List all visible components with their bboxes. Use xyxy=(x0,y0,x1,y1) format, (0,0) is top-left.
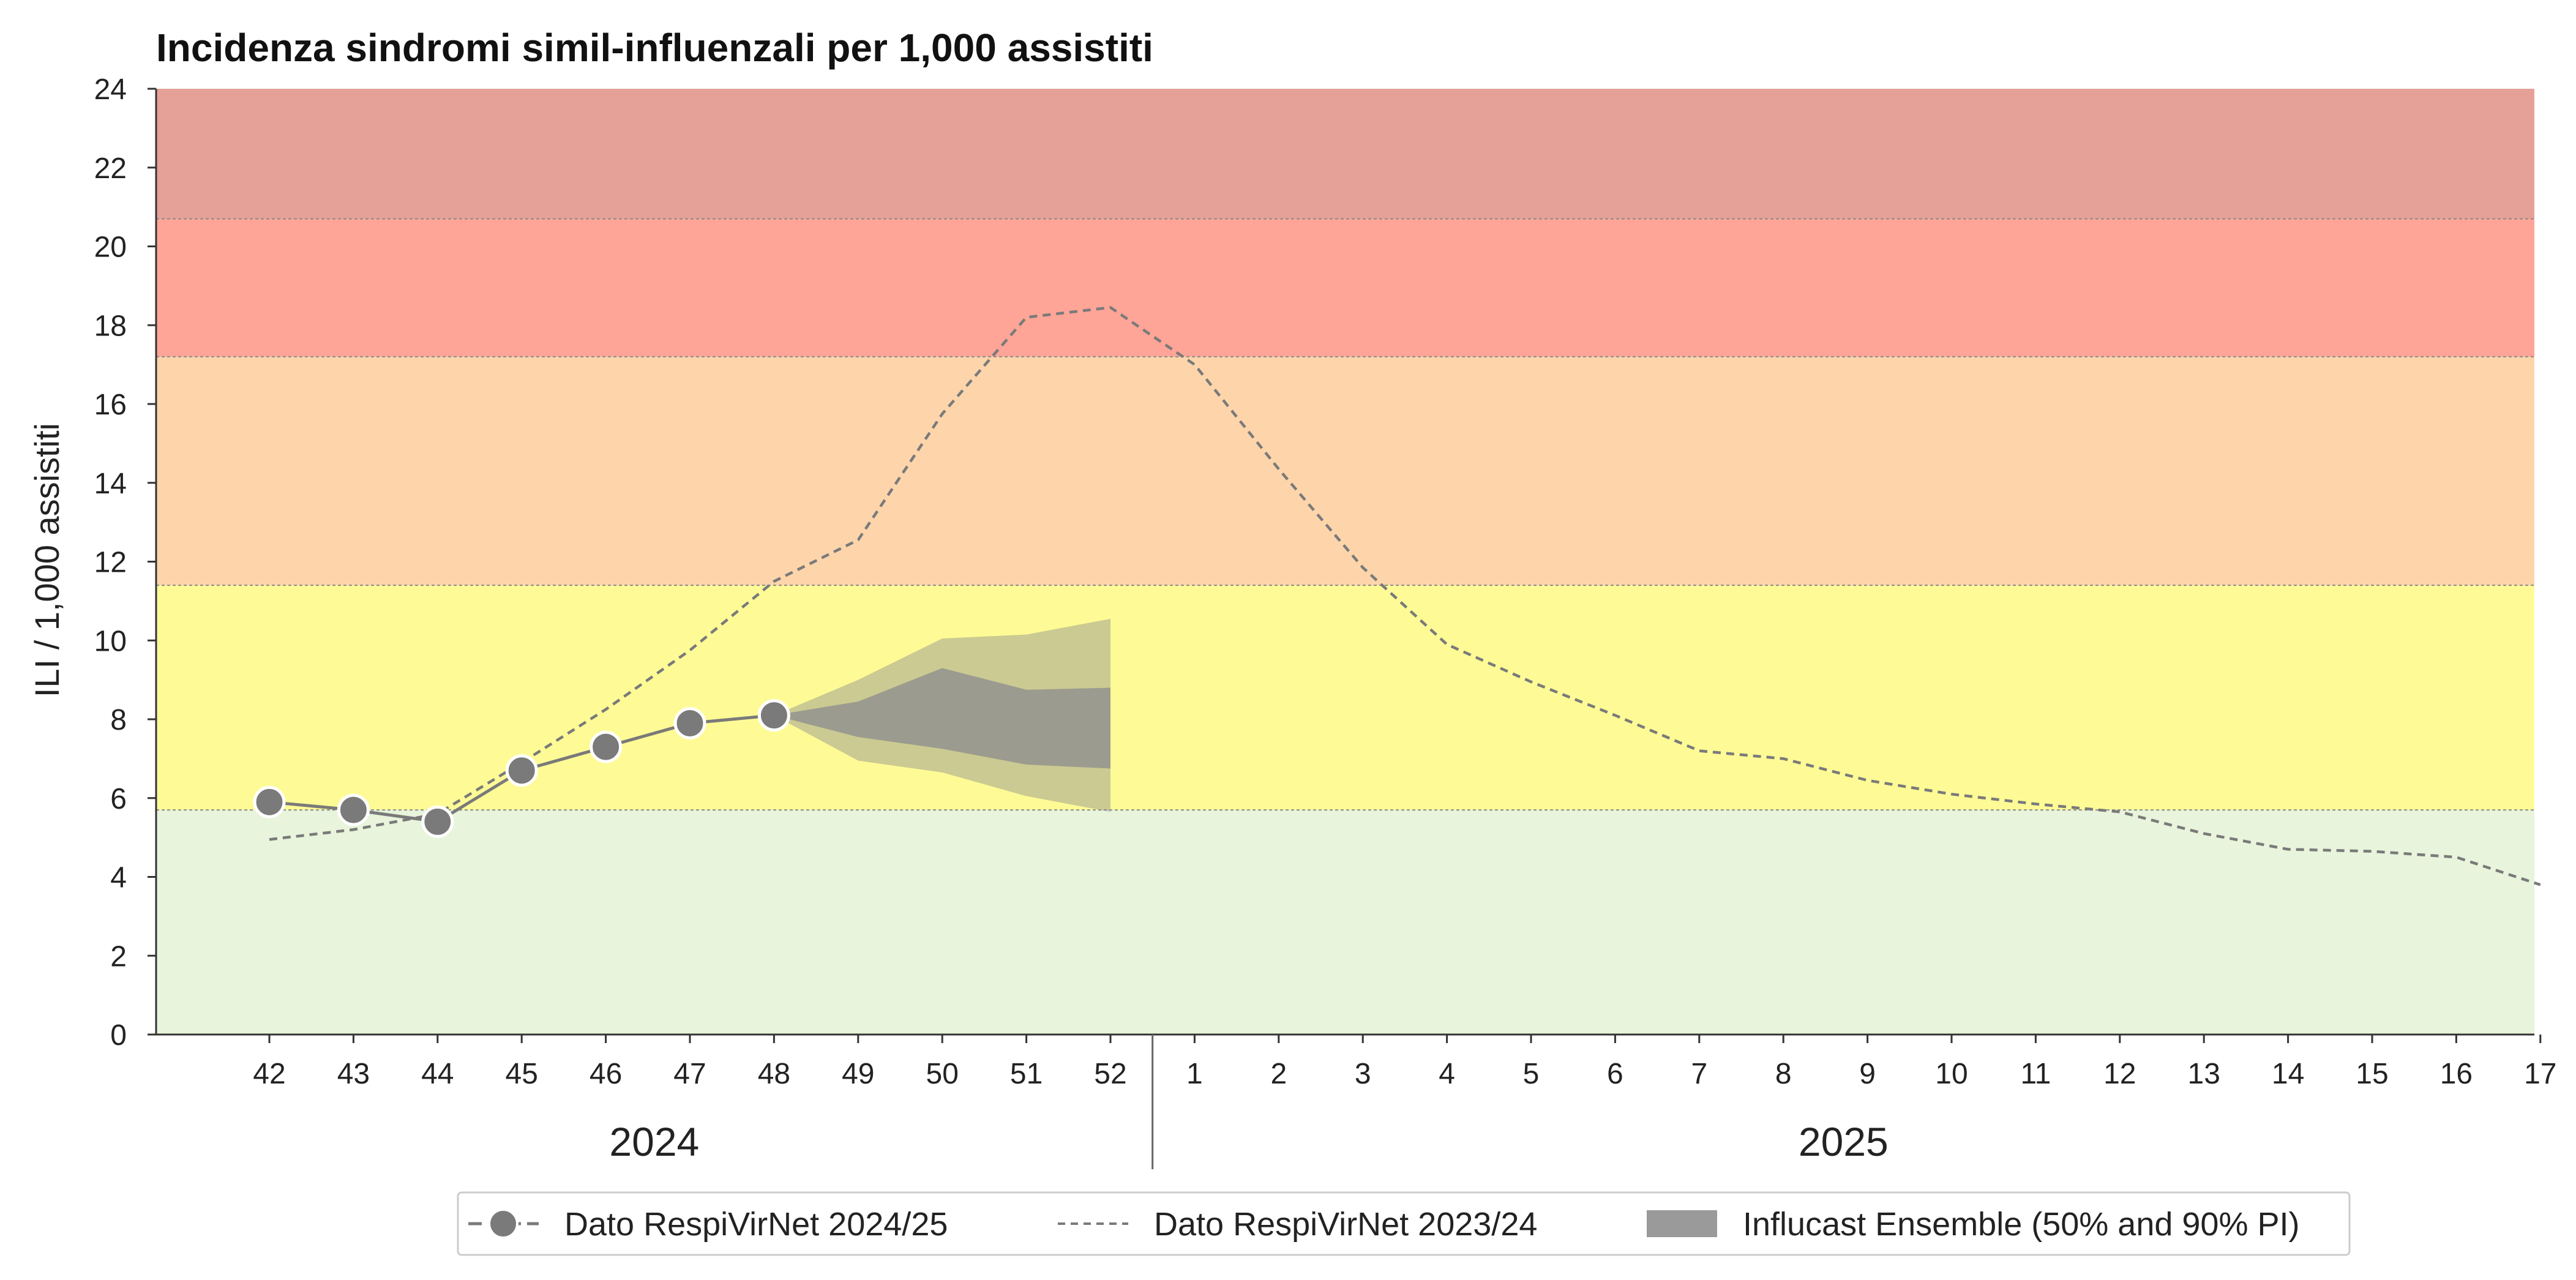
x-tick-label-27: 17 xyxy=(2524,1058,2556,1090)
threshold-band-2 xyxy=(156,356,2534,586)
x-tick-label-15: 5 xyxy=(1523,1058,1540,1090)
series-lines xyxy=(253,305,2541,886)
x-tick-label-21: 11 xyxy=(2020,1058,2051,1090)
threshold-band-0 xyxy=(156,810,2534,1035)
y-tick-label-20: 20 xyxy=(94,231,127,264)
x-tick-label-12: 2 xyxy=(1270,1058,1287,1090)
threshold-band-1 xyxy=(156,585,2534,810)
data-point-2024-25-week-48 xyxy=(757,699,790,732)
x-tick-label-23: 13 xyxy=(2188,1058,2220,1090)
y-tick-label-16: 16 xyxy=(94,389,127,421)
x-tick-label-1: 43 xyxy=(337,1058,370,1090)
forecast-bands xyxy=(774,618,1110,812)
x-tick-label-9: 51 xyxy=(1010,1058,1043,1090)
x-tick-label-2: 44 xyxy=(421,1058,454,1090)
data-point-2024-25-week-45 xyxy=(505,754,538,787)
legend-swatch-forecast xyxy=(1647,1210,1717,1237)
x-tick-label-5: 47 xyxy=(673,1058,706,1090)
x-tick-label-25: 15 xyxy=(2356,1058,2388,1090)
x-tick-label-3: 45 xyxy=(506,1058,538,1090)
legend-label-2024-25: Dato RespiVirNet 2024/25 xyxy=(564,1206,948,1243)
y-tick-label-14: 14 xyxy=(94,468,127,500)
legend-box xyxy=(457,1191,2351,1256)
legend: Dato RespiVirNet 2024/25 Dato RespiVirNe… xyxy=(457,1191,2351,1256)
legend-label-2023-24: Dato RespiVirNet 2023/24 xyxy=(1154,1206,1537,1243)
threshold-bands xyxy=(156,89,2534,1035)
legend-label-forecast: Influcast Ensemble (50% and 90% PI) xyxy=(1743,1206,2299,1243)
chart-title: Incidenza sindromi simil-influenzali per… xyxy=(156,26,1153,70)
y-tick-label-6: 6 xyxy=(110,783,127,815)
year-label-2024: 2024 xyxy=(609,1119,699,1164)
year-label-2025: 2025 xyxy=(1799,1119,1889,1164)
x-tick-label-26: 16 xyxy=(2440,1058,2473,1090)
x-tick-label-16: 6 xyxy=(1607,1058,1623,1090)
x-tick-label-13: 3 xyxy=(1355,1058,1371,1090)
y-tick-label-0: 0 xyxy=(110,1019,127,1052)
y-tick-label-2: 2 xyxy=(110,940,127,973)
x-tick-label-10: 52 xyxy=(1094,1058,1126,1090)
y-tick-label-8: 8 xyxy=(110,704,127,736)
data-point-2024-25-week-46 xyxy=(590,730,623,763)
x-tick-label-6: 48 xyxy=(758,1058,790,1090)
x-tick-label-22: 12 xyxy=(2103,1058,2136,1090)
forecast-pi50-band xyxy=(774,668,1110,769)
threshold-band-3 xyxy=(156,219,2534,357)
y-tick-label-24: 24 xyxy=(94,73,127,106)
data-point-2024-25-week-42 xyxy=(253,785,286,818)
y-tick-label-18: 18 xyxy=(94,310,127,342)
data-point-2024-25-week-43 xyxy=(337,793,370,826)
threshold-band-4 xyxy=(156,89,2534,219)
data-point-2024-25-week-44 xyxy=(421,805,454,838)
data-point-2024-25-week-47 xyxy=(673,706,706,739)
x-tick-label-0: 42 xyxy=(253,1058,285,1090)
x-tick-label-8: 50 xyxy=(926,1058,959,1090)
x-tick-label-14: 4 xyxy=(1439,1058,1455,1090)
y-tick-label-12: 12 xyxy=(94,547,127,579)
x-tick-label-24: 14 xyxy=(2272,1058,2304,1090)
x-tick-label-7: 49 xyxy=(842,1058,874,1090)
legend-marker-2024-25 xyxy=(488,1208,519,1239)
x-tick-label-18: 8 xyxy=(1775,1058,1792,1090)
x-tick-label-11: 1 xyxy=(1186,1058,1203,1090)
y-tick-label-4: 4 xyxy=(110,862,127,894)
x-tick-label-20: 10 xyxy=(1935,1058,1968,1090)
x-tick-label-4: 46 xyxy=(590,1058,622,1090)
x-tick-label-17: 7 xyxy=(1691,1058,1707,1090)
series-line-2023-24 xyxy=(269,305,2541,886)
y-tick-label-10: 10 xyxy=(94,625,127,657)
y-axis-title: ILI / 1,000 assistiti xyxy=(28,423,66,697)
y-tick-label-22: 22 xyxy=(94,152,127,185)
x-tick-label-19: 9 xyxy=(1859,1058,1876,1090)
